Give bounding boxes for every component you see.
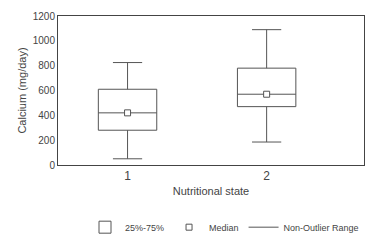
svg-text:800: 800	[38, 60, 55, 71]
svg-text:1000: 1000	[33, 35, 56, 46]
svg-text:Non-Outlier Range: Non-Outlier Range	[284, 223, 359, 233]
svg-text:400: 400	[38, 110, 55, 121]
svg-text:200: 200	[38, 135, 55, 146]
svg-text:Nutritional state: Nutritional state	[173, 185, 249, 197]
svg-text:Median: Median	[209, 223, 239, 233]
svg-text:1200: 1200	[33, 11, 56, 22]
svg-text:25%-75%: 25%-75%	[125, 223, 164, 233]
svg-text:Calcium (mg/day): Calcium (mg/day)	[16, 47, 28, 133]
svg-text:2: 2	[263, 169, 270, 183]
svg-text:1: 1	[124, 169, 131, 183]
svg-text:0: 0	[49, 160, 55, 171]
svg-text:600: 600	[38, 85, 55, 96]
